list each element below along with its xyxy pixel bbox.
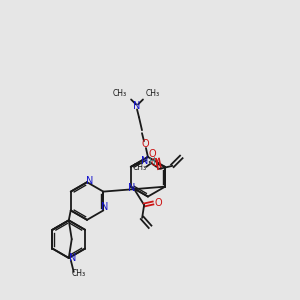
Text: O: O <box>149 149 156 159</box>
Text: O: O <box>141 139 149 149</box>
Text: N: N <box>128 183 135 193</box>
Text: O: O <box>150 158 158 168</box>
Text: N: N <box>100 202 108 212</box>
Text: N: N <box>133 101 141 111</box>
Text: CH₃: CH₃ <box>132 163 146 172</box>
Text: CH₃: CH₃ <box>72 269 86 278</box>
Text: N: N <box>141 156 148 166</box>
Text: N: N <box>86 176 94 186</box>
Text: O: O <box>154 198 162 208</box>
Text: N: N <box>69 253 76 263</box>
Text: CH₃: CH₃ <box>146 89 160 98</box>
Text: H: H <box>148 158 155 166</box>
Text: CH₃: CH₃ <box>112 89 126 98</box>
